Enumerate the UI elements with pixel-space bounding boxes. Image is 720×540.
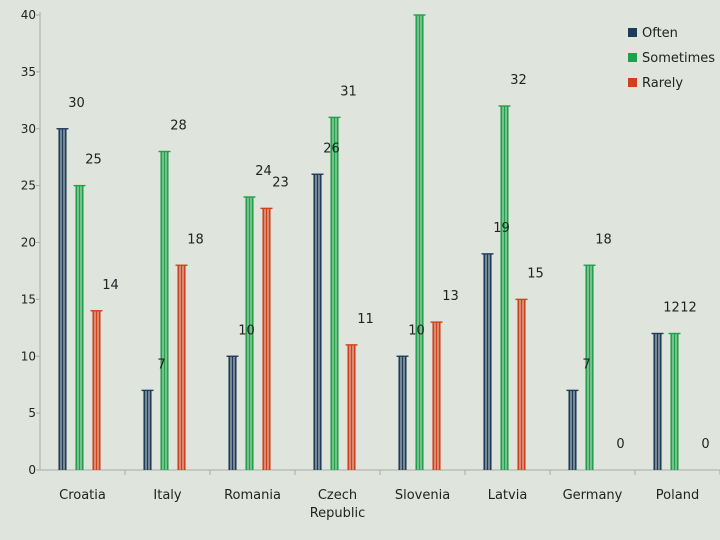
bar — [141, 389, 154, 470]
bar — [651, 332, 664, 470]
bar — [566, 389, 579, 470]
bar — [498, 105, 511, 470]
y-tick-label: 0 — [28, 463, 36, 477]
bar — [668, 332, 681, 470]
data-label: 28 — [170, 119, 187, 134]
bar — [583, 264, 596, 470]
data-label: 19 — [493, 221, 510, 236]
data-label: 24 — [255, 164, 272, 179]
legend-label: Rarely — [642, 76, 683, 91]
bar — [311, 173, 324, 470]
y-tick-label: 30 — [21, 122, 36, 136]
bar — [73, 184, 86, 470]
legend: Often Sometimes Rarely — [628, 26, 715, 91]
y-tick-label: 10 — [21, 349, 36, 363]
legend-item: Sometimes — [628, 51, 715, 66]
y-tick-label: 40 — [21, 8, 36, 22]
bar — [413, 14, 426, 470]
data-label: 30 — [68, 96, 85, 111]
legend-label: Sometimes — [642, 51, 715, 66]
data-label: 12 — [663, 301, 680, 316]
legend-swatch — [628, 28, 637, 37]
bar — [226, 355, 239, 470]
x-category-label: Italy — [153, 488, 182, 503]
data-label: 23 — [272, 175, 289, 190]
axes: 0 5 10 15 20 25 30 35 40 Croatia Italy Romania Czech… — [21, 8, 720, 521]
data-label: 7 — [157, 357, 165, 372]
legend-label: Often — [642, 26, 678, 41]
bar — [515, 298, 528, 470]
bar — [158, 150, 171, 470]
x-category-label: Germany — [563, 488, 623, 503]
data-label: 10 — [408, 323, 425, 338]
legend-swatch — [628, 78, 637, 87]
x-category-label: Czech Republic — [310, 488, 366, 521]
bar — [481, 253, 494, 470]
bars — [56, 14, 681, 470]
legend-swatch — [628, 53, 637, 62]
x-category-label: Poland — [656, 488, 699, 503]
bar — [175, 264, 188, 470]
y-tick-label: 20 — [21, 236, 36, 250]
y-tick-label: 35 — [21, 65, 36, 79]
data-label: 10 — [238, 323, 255, 338]
bar — [328, 116, 341, 470]
legend-item: Often — [628, 26, 678, 41]
y-tick-label: 25 — [21, 179, 36, 193]
bar — [396, 355, 409, 470]
x-category-label: Latvia — [488, 488, 528, 503]
y-tick-label: 5 — [28, 406, 36, 420]
data-label: 0 — [701, 437, 709, 452]
bar — [90, 310, 103, 470]
data-label: 7 — [582, 357, 590, 372]
x-category-label: Croatia — [59, 488, 106, 503]
x-category-label: Romania — [224, 488, 281, 503]
data-label: 13 — [442, 289, 459, 304]
bar — [260, 207, 273, 470]
data-label: 31 — [340, 84, 357, 99]
data-label: 25 — [85, 153, 102, 168]
data-label: 18 — [187, 232, 204, 247]
data-label: 0 — [616, 437, 624, 452]
data-label: 11 — [357, 312, 374, 327]
x-category-label: Slovenia — [395, 488, 450, 503]
data-label: 15 — [527, 266, 544, 281]
bar — [430, 321, 443, 470]
data-label: 18 — [595, 232, 612, 247]
y-tick-label: 15 — [21, 292, 36, 306]
bar — [345, 344, 358, 470]
data-label: 32 — [510, 73, 527, 88]
data-label: 14 — [102, 278, 119, 293]
legend-item: Rarely — [628, 76, 683, 91]
bar — [56, 128, 69, 470]
data-label: 12 — [680, 301, 697, 316]
bar — [243, 196, 256, 470]
data-label: 26 — [323, 141, 340, 156]
